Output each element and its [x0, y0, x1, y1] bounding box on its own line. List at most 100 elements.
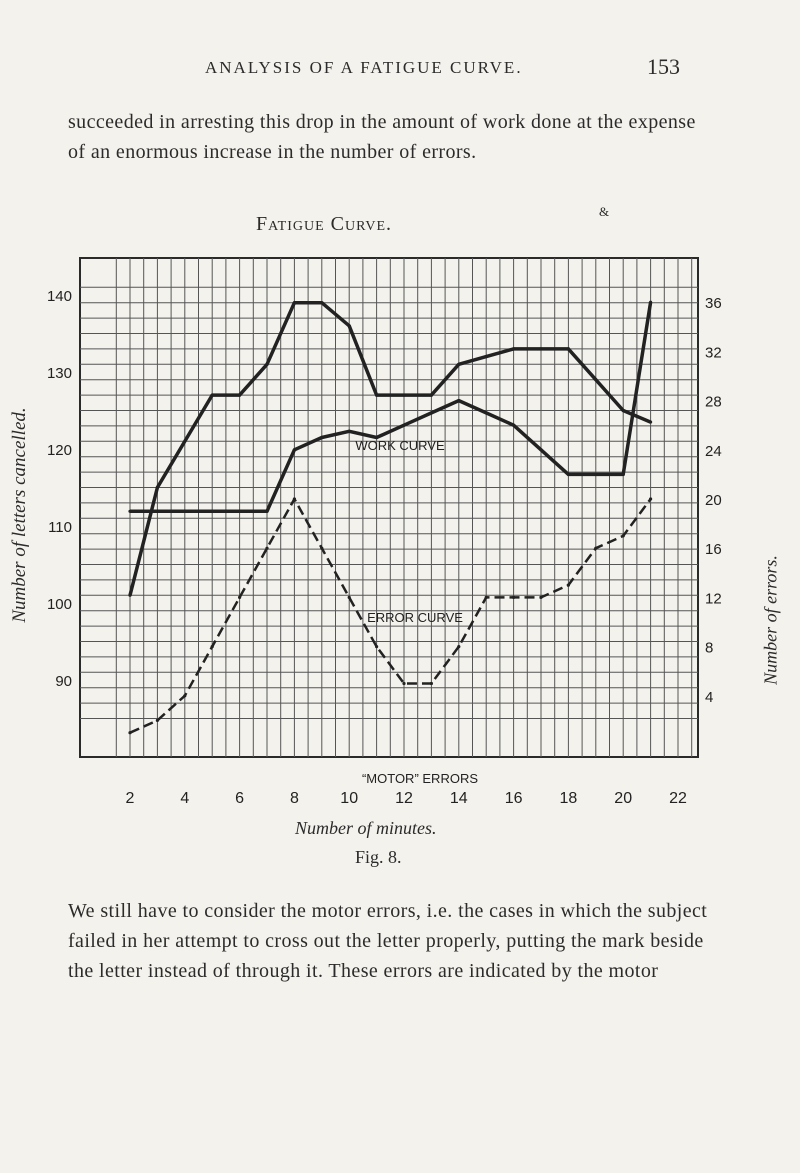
data-point — [320, 546, 324, 550]
annotation-label: “MOTOR” ERRORS — [362, 771, 478, 786]
x-tick-label: 8 — [290, 790, 299, 807]
data-point — [375, 435, 379, 440]
data-point — [594, 472, 598, 476]
data-point — [429, 681, 433, 686]
data-point — [429, 411, 433, 415]
data-point — [402, 681, 406, 686]
y-right-tick-label: 20 — [705, 492, 722, 509]
data-point — [539, 347, 543, 351]
data-point — [155, 485, 159, 490]
printer-mark: & — [599, 204, 610, 219]
data-point — [128, 731, 132, 735]
data-point — [621, 408, 625, 413]
data-point — [484, 411, 488, 415]
annotation-label: WORK CURVE — [355, 438, 445, 453]
data-point — [429, 393, 433, 397]
data-point — [128, 593, 132, 597]
data-point — [511, 347, 516, 351]
data-point — [457, 645, 461, 649]
y-left-tick-label: 100 — [47, 596, 72, 613]
paragraph-bottom: We still have to consider the motor erro… — [68, 900, 708, 982]
y-left-tick-label: 90 — [55, 673, 72, 690]
data-point — [210, 645, 214, 649]
data-point — [649, 497, 653, 501]
data-point — [292, 497, 296, 501]
x-tick-label: 22 — [669, 790, 687, 807]
data-point — [457, 399, 461, 403]
x-tick-label: 6 — [235, 790, 244, 807]
x-tick-label: 20 — [614, 790, 632, 807]
data-point — [566, 347, 571, 351]
y-right-tick-label: 8 — [705, 640, 713, 657]
y-right-tick-label: 4 — [705, 689, 713, 706]
data-point — [511, 423, 516, 427]
data-point — [238, 595, 242, 600]
data-point — [539, 448, 543, 452]
data-point — [183, 694, 187, 698]
x-tick-label: 12 — [395, 790, 413, 807]
paragraph-top: succeeded in arresting this drop in the … — [68, 111, 696, 163]
data-point — [539, 595, 543, 600]
x-axis-label: Number of minutes. — [295, 818, 437, 838]
y-right-tick-label: 28 — [705, 394, 722, 411]
y-left-tick-label: 110 — [48, 519, 72, 536]
data-point — [210, 509, 214, 513]
data-point — [484, 595, 488, 600]
data-point — [320, 301, 324, 305]
y-left-tick-label: 140 — [47, 288, 72, 305]
data-point — [457, 362, 461, 366]
data-point — [375, 645, 379, 649]
data-point — [594, 378, 598, 382]
x-tick-label: 16 — [505, 790, 523, 807]
data-point — [566, 583, 571, 587]
data-point — [155, 718, 159, 723]
x-tick-label: 4 — [180, 790, 189, 807]
data-point — [347, 595, 351, 600]
data-point — [238, 509, 242, 513]
running-title: ANALYSIS OF A FATIGUE CURVE. — [205, 58, 523, 77]
data-point — [402, 393, 406, 397]
data-point — [238, 393, 242, 397]
data-point — [292, 301, 296, 305]
y-left-tick-label: 120 — [47, 442, 72, 459]
data-point — [320, 435, 324, 440]
data-point — [183, 509, 187, 513]
y-left-tick-label: 130 — [47, 365, 72, 382]
data-point — [292, 448, 296, 452]
data-point — [347, 324, 351, 328]
data-point — [265, 362, 269, 366]
series-line-2 — [129, 497, 652, 734]
data-point — [375, 393, 379, 397]
data-point — [402, 423, 406, 427]
y-right-tick-label: 16 — [705, 541, 722, 558]
data-point — [265, 546, 269, 550]
data-point — [649, 300, 653, 304]
x-tick-label: 2 — [126, 790, 135, 807]
data-point — [621, 472, 625, 476]
y-right-tick-label: 36 — [705, 295, 722, 312]
annotation-label: ERROR CURVE — [367, 610, 463, 625]
data-point — [347, 429, 351, 433]
series-line-1 — [130, 301, 653, 514]
data-point — [128, 509, 132, 513]
data-point — [649, 420, 653, 424]
plot-frame — [79, 257, 699, 758]
figure-caption: Fig. 8. — [355, 847, 402, 867]
figure-title: Fatigue Curve. — [256, 213, 392, 235]
y-right-tick-label: 24 — [705, 443, 722, 460]
y-right-tick-label: 12 — [705, 590, 722, 607]
data-point — [621, 534, 625, 538]
x-tick-label: 10 — [340, 790, 358, 807]
data-point — [566, 472, 571, 476]
running-header: ANALYSIS OF A FATIGUE CURVE. 153 — [0, 54, 800, 88]
data-point — [484, 355, 488, 359]
data-point — [265, 509, 269, 513]
x-tick-label: 18 — [560, 790, 578, 807]
data-point — [210, 393, 214, 397]
x-tick-label: 14 — [450, 790, 468, 807]
data-point — [155, 509, 159, 513]
data-point — [594, 546, 598, 550]
page-number: 153 — [647, 54, 680, 79]
data-point — [511, 595, 516, 600]
